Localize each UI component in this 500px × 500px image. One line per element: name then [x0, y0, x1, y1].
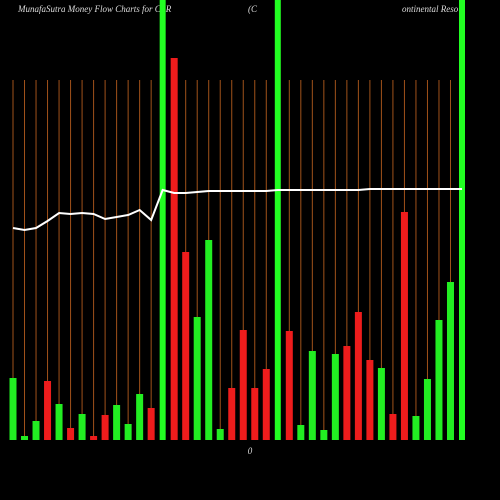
highlight-line — [274, 0, 281, 440]
bar — [446, 282, 454, 440]
bar — [147, 408, 155, 440]
bar — [170, 58, 178, 440]
bar — [101, 415, 109, 440]
bar — [21, 436, 29, 440]
bar — [366, 360, 374, 440]
bar — [400, 212, 408, 440]
chart-title-right: ontinental Reso — [402, 4, 459, 14]
bar — [193, 317, 201, 440]
highlight-line — [459, 0, 465, 440]
bar — [389, 414, 397, 440]
bar — [308, 351, 316, 440]
bar — [423, 379, 431, 440]
chart-title: MunafaSutra Money Flow Charts for CLR — [17, 4, 172, 14]
bar — [285, 331, 293, 440]
bar — [55, 404, 63, 440]
bar — [113, 405, 121, 440]
bar — [44, 381, 52, 440]
bar — [412, 416, 420, 440]
bar — [124, 424, 132, 440]
bar — [78, 414, 86, 440]
bar — [9, 378, 17, 440]
bar — [90, 436, 98, 440]
bar — [182, 252, 190, 440]
bar — [320, 430, 328, 440]
bar — [435, 320, 443, 440]
bar — [228, 388, 236, 440]
bar — [67, 428, 75, 440]
zero-label: 0 — [248, 446, 253, 456]
bar — [297, 425, 305, 440]
bar — [331, 354, 339, 440]
bar — [205, 240, 213, 440]
bar — [377, 368, 385, 440]
bar — [354, 312, 362, 440]
chart-title-mid: (C — [248, 4, 258, 14]
trend-line — [12, 188, 462, 232]
bar — [136, 394, 144, 440]
bar — [239, 330, 247, 440]
bar — [343, 346, 351, 440]
bar — [262, 369, 270, 440]
highlight-line — [159, 0, 166, 440]
bar — [251, 388, 259, 440]
bar — [32, 421, 40, 440]
bar — [216, 429, 224, 440]
